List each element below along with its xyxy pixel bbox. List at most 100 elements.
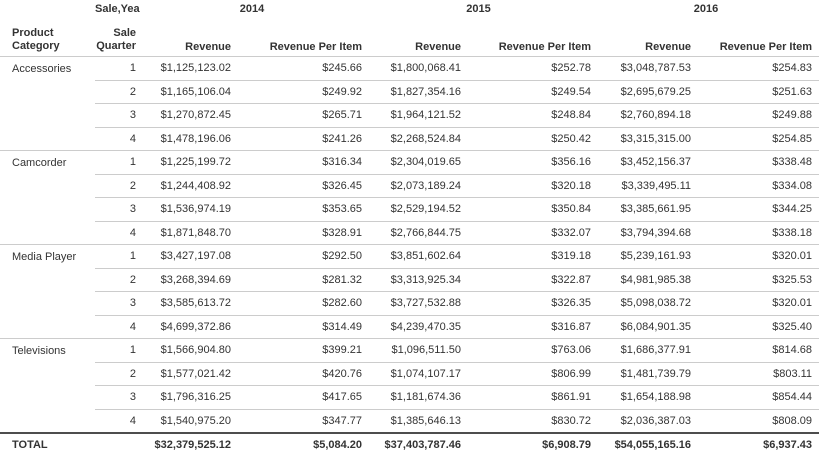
revenue-2016-cell: $3,339,495.11 bbox=[593, 174, 693, 198]
table-header: Sale,Year 2014 2015 2016 Product Categor… bbox=[0, 0, 819, 57]
revenue-per-item-2015-cell: $319.18 bbox=[463, 245, 593, 269]
table-body: Accessories 1 $1,125,123.02 $245.66 $1,8… bbox=[0, 57, 819, 456]
revenue-per-item-2014-cell: $417.65 bbox=[233, 386, 364, 410]
table-row: Accessories 1 $1,125,123.02 $245.66 $1,8… bbox=[0, 57, 819, 81]
revenue-per-item-2016-cell: $334.08 bbox=[693, 174, 819, 198]
category-cell: Media Player bbox=[0, 245, 95, 269]
revenue-2016-header: Revenue bbox=[593, 22, 693, 57]
revenue-per-item-2016-cell: $320.01 bbox=[693, 292, 819, 316]
table-row: 2 $1,244,408.92 $326.45 $2,073,189.24 $3… bbox=[0, 174, 819, 198]
category-cell bbox=[0, 174, 95, 198]
table-row: 2 $1,577,021.42 $420.76 $1,074,107.17 $8… bbox=[0, 362, 819, 386]
category-cell bbox=[0, 409, 95, 433]
year-header-2016: 2016 bbox=[593, 0, 819, 22]
revenue-per-item-2015-cell: $763.06 bbox=[463, 339, 593, 363]
category-cell bbox=[0, 104, 95, 128]
revenue-per-item-2015-cell: $350.84 bbox=[463, 198, 593, 222]
quarter-cell: 2 bbox=[95, 268, 140, 292]
revenue-per-item-2016-cell: $338.48 bbox=[693, 151, 819, 175]
revenue-per-item-2016-cell: $320.01 bbox=[693, 245, 819, 269]
revenue-per-item-2015-cell: $249.54 bbox=[463, 80, 593, 104]
revenue-2015-cell: $1,385,646.13 bbox=[364, 409, 463, 433]
product-category-header: Product Category bbox=[0, 22, 95, 57]
revenue-2015-cell: $1,800,068.41 bbox=[364, 57, 463, 81]
quarter-cell: 4 bbox=[95, 315, 140, 339]
revenue-per-item-2016-cell: $344.25 bbox=[693, 198, 819, 222]
table-row: 4 $1,871,848.70 $328.91 $2,766,844.75 $3… bbox=[0, 221, 819, 245]
revenue-per-item-2014-cell: $281.32 bbox=[233, 268, 364, 292]
total-revenue-2015: $37,403,787.46 bbox=[364, 433, 463, 456]
category-cell bbox=[0, 198, 95, 222]
revenue-per-item-2015-cell: $356.16 bbox=[463, 151, 593, 175]
revenue-2015-cell: $3,313,925.34 bbox=[364, 268, 463, 292]
revenue-per-item-2014-cell: $353.65 bbox=[233, 198, 364, 222]
revenue-2015-cell: $2,304,019.65 bbox=[364, 151, 463, 175]
year-header-2015: 2015 bbox=[364, 0, 593, 22]
revenue-2014-cell: $1,225,199.72 bbox=[140, 151, 233, 175]
category-cell bbox=[0, 292, 95, 316]
category-cell bbox=[0, 268, 95, 292]
revenue-2015-cell: $1,074,107.17 bbox=[364, 362, 463, 386]
revenue-2015-cell: $1,096,511.50 bbox=[364, 339, 463, 363]
revenue-2016-cell: $3,452,156.37 bbox=[593, 151, 693, 175]
table-row: 4 $1,540,975.20 $347.77 $1,385,646.13 $8… bbox=[0, 409, 819, 433]
quarter-cell: 3 bbox=[95, 292, 140, 316]
quarter-cell: 1 bbox=[95, 339, 140, 363]
table-row: 2 $3,268,394.69 $281.32 $3,313,925.34 $3… bbox=[0, 268, 819, 292]
sale-year-label: Sale,Year bbox=[95, 0, 140, 22]
revenue-per-item-2014-cell: $399.21 bbox=[233, 339, 364, 363]
revenue-per-item-2014-cell: $292.50 bbox=[233, 245, 364, 269]
revenue-per-item-2016-cell: $854.44 bbox=[693, 386, 819, 410]
revenue-per-item-2015-cell: $320.18 bbox=[463, 174, 593, 198]
revenue-2016-cell: $5,098,038.72 bbox=[593, 292, 693, 316]
revenue-per-item-2015-cell: $250.42 bbox=[463, 127, 593, 151]
revenue-2014-cell: $3,427,197.08 bbox=[140, 245, 233, 269]
revenue-2014-cell: $1,244,408.92 bbox=[140, 174, 233, 198]
header-row-measures: Product Category Sale Quarter Revenue Re… bbox=[0, 22, 819, 57]
category-cell bbox=[0, 80, 95, 104]
total-revenue-per-item-2016: $6,937.43 bbox=[693, 433, 819, 456]
revenue-per-item-2014-cell: $316.34 bbox=[233, 151, 364, 175]
revenue-2014-cell: $1,478,196.06 bbox=[140, 127, 233, 151]
total-row: TOTAL $32,379,525.12 $5,084.20 $37,403,7… bbox=[0, 433, 819, 456]
revenue-2016-cell: $2,036,387.03 bbox=[593, 409, 693, 433]
quarter-cell: 3 bbox=[95, 104, 140, 128]
quarter-cell: 3 bbox=[95, 386, 140, 410]
category-cell bbox=[0, 315, 95, 339]
revenue-per-item-2016-header: Revenue Per Item bbox=[693, 22, 819, 57]
revenue-2016-cell: $1,481,739.79 bbox=[593, 362, 693, 386]
revenue-2016-cell: $6,084,901.35 bbox=[593, 315, 693, 339]
revenue-per-item-2015-cell: $326.35 bbox=[463, 292, 593, 316]
table-row: Televisions 1 $1,566,904.80 $399.21 $1,0… bbox=[0, 339, 819, 363]
revenue-per-item-2015-cell: $861.91 bbox=[463, 386, 593, 410]
revenue-2014-cell: $1,270,872.45 bbox=[140, 104, 233, 128]
revenue-2015-cell: $1,827,354.16 bbox=[364, 80, 463, 104]
revenue-per-item-2014-cell: $249.92 bbox=[233, 80, 364, 104]
revenue-per-item-2015-cell: $830.72 bbox=[463, 409, 593, 433]
total-quarter-cell bbox=[95, 433, 140, 456]
revenue-per-item-2014-cell: $347.77 bbox=[233, 409, 364, 433]
table-row: 3 $3,585,613.72 $282.60 $3,727,532.88 $3… bbox=[0, 292, 819, 316]
revenue-per-item-2014-cell: $314.49 bbox=[233, 315, 364, 339]
quarter-cell: 4 bbox=[95, 221, 140, 245]
revenue-2014-header: Revenue bbox=[140, 22, 233, 57]
table-row: 4 $4,699,372.86 $314.49 $4,239,470.35 $3… bbox=[0, 315, 819, 339]
table-row: 3 $1,796,316.25 $417.65 $1,181,674.36 $8… bbox=[0, 386, 819, 410]
revenue-2016-cell: $3,048,787.53 bbox=[593, 57, 693, 81]
revenue-2014-cell: $1,871,848.70 bbox=[140, 221, 233, 245]
table-row: Media Player 1 $3,427,197.08 $292.50 $3,… bbox=[0, 245, 819, 269]
revenue-per-item-2015-cell: $316.87 bbox=[463, 315, 593, 339]
revenue-per-item-2016-cell: $325.40 bbox=[693, 315, 819, 339]
revenue-per-item-2014-cell: $282.60 bbox=[233, 292, 364, 316]
revenue-2015-cell: $1,181,674.36 bbox=[364, 386, 463, 410]
revenue-per-item-2016-cell: $249.88 bbox=[693, 104, 819, 128]
revenue-per-item-2015-header: Revenue Per Item bbox=[463, 22, 593, 57]
year-header-2014: 2014 bbox=[140, 0, 364, 22]
quarter-cell: 1 bbox=[95, 245, 140, 269]
quarter-cell: 1 bbox=[95, 57, 140, 81]
category-cell: Accessories bbox=[0, 57, 95, 81]
revenue-2015-cell: $3,727,532.88 bbox=[364, 292, 463, 316]
revenue-per-item-2014-cell: $420.76 bbox=[233, 362, 364, 386]
table-row: 4 $1,478,196.06 $241.26 $2,268,524.84 $2… bbox=[0, 127, 819, 151]
revenue-per-item-2014-cell: $241.26 bbox=[233, 127, 364, 151]
